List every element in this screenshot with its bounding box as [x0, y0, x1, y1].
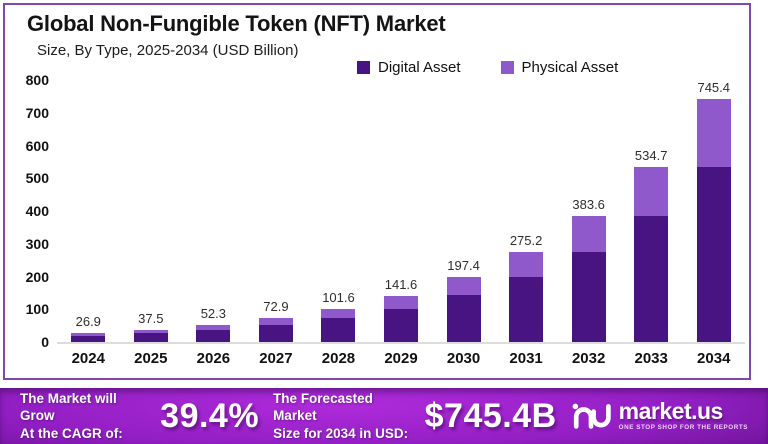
- physical-asset-segment: [71, 333, 106, 336]
- digital-asset-segment: [634, 215, 669, 342]
- y-tick-label: 600: [25, 137, 49, 154]
- physical-asset-segment: [571, 216, 606, 252]
- digital-asset-segment: [133, 333, 168, 342]
- physical-asset-segment: [321, 308, 356, 319]
- bar-2034: 745.4: [682, 80, 745, 342]
- x-tick-label: 2025: [134, 350, 168, 367]
- y-tick-label: 700: [25, 104, 49, 121]
- page-title: Global Non-Fungible Token (NFT) Market: [27, 11, 446, 36]
- y-tick-label: 500: [25, 170, 49, 187]
- forecast-label-line2: Size for 2034 in USD:: [273, 425, 409, 441]
- y-tick-label: 100: [25, 301, 49, 318]
- brand-logo: market.us ONE STOP SHOP FOR THE REPORTS: [571, 400, 748, 431]
- bar-value-label: 534.7: [634, 147, 668, 163]
- x-tick-label: 2028: [321, 350, 356, 367]
- legend-item-physical-asset: Physical Asset: [500, 59, 619, 76]
- x-tick-label: 2026: [196, 350, 231, 367]
- physical-asset-segment: [446, 277, 481, 296]
- x-axis: 2024 2025 2026 2027 2028 2029 2030 2031 2032 2033…: [57, 350, 745, 367]
- bars-container: 26.9 37.5 52.3 72.9 101.6 141.6 197.4 275.2 383.…: [57, 80, 745, 342]
- page-subtitle: Size, By Type, 2025-2034 (USD Billion): [37, 42, 299, 59]
- bar-value-label: 745.4: [697, 80, 731, 95]
- x-tick-label: 2032: [571, 350, 606, 367]
- bar-2033: 534.7: [620, 80, 683, 342]
- bar-2031: 275.2: [495, 80, 558, 342]
- cagr-label: The Market will Grow At the CAGR of:: [20, 390, 148, 443]
- bar-value-label: 26.9: [75, 314, 101, 330]
- bar-2025: 37.5: [120, 80, 183, 342]
- digital-asset-swatch-icon: [357, 61, 370, 74]
- forecast-label: The Forecasted Market Size for 2034 in U…: [273, 390, 413, 443]
- digital-asset-segment: [71, 335, 106, 342]
- bar-value-label: 383.6: [572, 197, 605, 213]
- digital-asset-segment: [384, 308, 418, 342]
- digital-asset-segment: [571, 251, 606, 342]
- physical-asset-segment: [258, 318, 293, 325]
- legend-label-digital: Digital Asset: [378, 59, 461, 76]
- x-tick-label: 2029: [384, 350, 418, 367]
- bar-2028: 101.6: [307, 80, 370, 342]
- brand-text: market.us ONE STOP SHOP FOR THE REPORTS: [619, 400, 748, 431]
- physical-asset-segment: [133, 329, 168, 334]
- bar-value-label: 101.6: [322, 289, 355, 305]
- chart-legend: Digital Asset Physical Asset: [357, 59, 618, 76]
- legend-item-digital-asset: Digital Asset: [357, 59, 461, 76]
- bar-value-label: 141.6: [384, 276, 418, 292]
- x-tick-label: 2034: [697, 350, 731, 367]
- bar-value-label: 197.4: [447, 258, 480, 274]
- footer-banner: The Market will Grow At the CAGR of: 39.…: [0, 388, 768, 444]
- physical-asset-segment: [384, 295, 418, 309]
- legend-label-physical: Physical Asset: [521, 59, 619, 76]
- cagr-label-line1: The Market will Grow: [20, 390, 117, 424]
- bar-value-label: 37.5: [138, 310, 164, 326]
- bar-2030: 197.4: [432, 80, 495, 342]
- x-tick-label: 2031: [509, 350, 543, 367]
- y-tick-label: 800: [25, 72, 49, 88]
- marketus-logo-icon: [572, 403, 611, 429]
- x-tick-label: 2024: [71, 350, 105, 367]
- digital-asset-segment: [321, 318, 356, 342]
- forecast-value: $745.4B: [424, 396, 557, 435]
- physical-asset-segment: [509, 251, 544, 278]
- bar-value-label: 72.9: [263, 299, 289, 315]
- y-tick-label: 300: [25, 235, 49, 252]
- digital-asset-segment: [446, 295, 481, 342]
- physical-asset-swatch-icon: [500, 61, 514, 74]
- bar-2026: 52.3: [182, 80, 245, 342]
- bar-2032: 383.6: [557, 80, 620, 342]
- brand-name: market.us: [618, 398, 724, 425]
- x-tick-label: 2033: [634, 350, 668, 367]
- bar-value-label: 275.2: [509, 232, 543, 248]
- brand-tagline: ONE STOP SHOP FOR THE REPORTS: [618, 424, 748, 432]
- cagr-label-line2: At the CAGR of:: [20, 425, 123, 441]
- digital-asset-segment: [258, 324, 293, 342]
- y-tick-label: 400: [25, 203, 49, 219]
- x-tick-label: 2027: [259, 350, 293, 367]
- digital-asset-segment: [509, 277, 544, 342]
- cagr-value: 39.4%: [160, 396, 260, 435]
- bar-2029: 141.6: [370, 80, 433, 342]
- bar-2027: 72.9: [245, 80, 308, 342]
- digital-asset-segment: [696, 167, 731, 342]
- forecast-label-line1: The Forecasted Market: [273, 390, 373, 424]
- digital-asset-segment: [196, 329, 231, 342]
- physical-asset-segment: [696, 99, 731, 168]
- y-tick-label: 0: [41, 334, 49, 350]
- bar-value-label: 52.3: [200, 305, 227, 321]
- y-tick-label: 200: [25, 268, 49, 285]
- physical-asset-segment: [634, 166, 669, 216]
- physical-asset-segment: [196, 324, 231, 330]
- bar-2024: 26.9: [57, 80, 120, 342]
- x-tick-label: 2030: [446, 350, 481, 367]
- plot-area: 0 100 200 300 400 500 600 700 800 26.9 37.5 52.3 72…: [26, 72, 745, 350]
- chart-frame: Global Non-Fungible Token (NFT) Market S…: [3, 3, 751, 380]
